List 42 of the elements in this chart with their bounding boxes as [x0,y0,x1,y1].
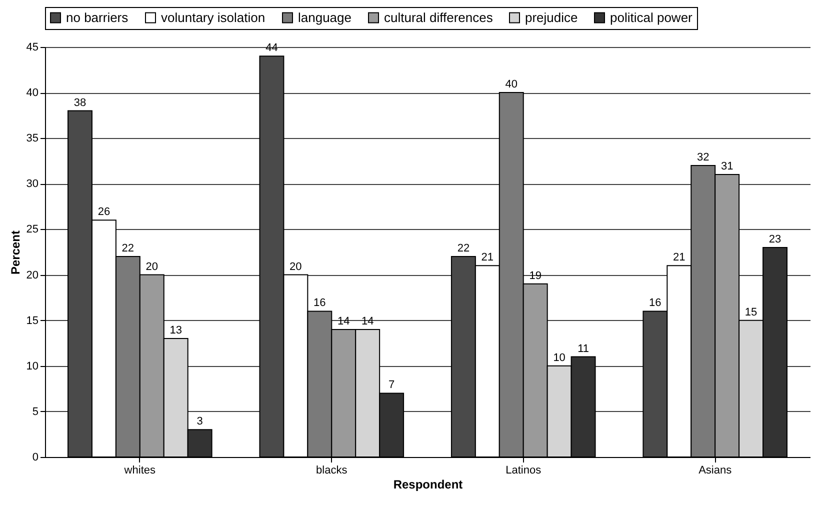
y-tick-label: 40 [26,87,38,100]
data-label: 32 [696,151,710,164]
data-label: 3 [196,416,203,428]
data-label: 22 [122,242,134,255]
data-label: 16 [649,297,662,310]
y-tick-label: 0 [32,452,38,464]
y-tick-label: 10 [26,360,38,372]
data-label: 13 [170,324,182,337]
legend-label: voluntary isolation [161,10,266,25]
y-tick-label: 30 [26,178,38,190]
x-tick-label: Latinos [506,464,542,476]
data-label: 15 [744,306,758,318]
data-label: 11 [578,342,589,355]
legend-label: prejudice [525,10,578,25]
y-tick-label: 15 [26,314,38,327]
data-label: 26 [98,206,110,218]
y-tick-label: 20 [26,269,38,282]
data-label: 31 [720,160,734,173]
y-tick-label: 35 [26,132,38,145]
y-tick-label: 45 [26,42,38,54]
y-axis-title: Percent [8,230,22,275]
y-tick-label: 5 [32,406,38,418]
data-label: 40 [505,78,518,91]
data-label: 16 [314,297,326,310]
x-tick-label: blacks [316,464,348,476]
data-label: 38 [74,96,86,109]
data-label: 22 [457,242,470,255]
x-axis-title: Respondent [393,478,463,492]
data-label: 21 [481,252,494,264]
data-label: 23 [768,233,782,246]
legend-label: language [298,10,352,25]
data-label: 21 [673,252,686,264]
data-label: 10 [553,352,566,364]
x-tick-label: Asians [698,464,732,476]
data-label: 7 [388,379,395,392]
y-tick-label: 25 [26,224,38,236]
data-label: 20 [146,260,158,273]
legend-label: no barriers [66,10,129,25]
x-tick-label: whites [123,464,156,476]
legend-label: political power [610,10,694,25]
data-label: 20 [290,260,302,273]
legend-label: cultural differences [384,10,494,25]
